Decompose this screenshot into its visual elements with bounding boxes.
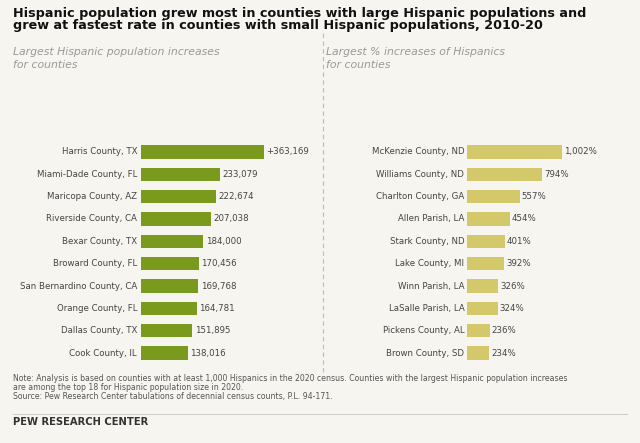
Text: Brown County, SD: Brown County, SD [387, 349, 465, 358]
Bar [141, 235, 204, 248]
Bar [141, 302, 196, 315]
Text: Winn Parish, LA: Winn Parish, LA [398, 282, 465, 291]
Text: Williams County, ND: Williams County, ND [376, 170, 465, 179]
Text: Orange County, FL: Orange County, FL [56, 304, 137, 313]
Bar [467, 302, 498, 315]
Text: 169,768: 169,768 [201, 282, 236, 291]
Text: 164,781: 164,781 [199, 304, 235, 313]
Text: Broward County, FL: Broward County, FL [53, 259, 137, 268]
Text: LaSalle Parish, LA: LaSalle Parish, LA [388, 304, 465, 313]
Bar [467, 257, 504, 270]
Text: Source: Pew Research Center tabulations of decennial census counts, P.L. 94-171.: Source: Pew Research Center tabulations … [13, 392, 333, 401]
Text: 401%: 401% [507, 237, 532, 246]
Text: 392%: 392% [506, 259, 531, 268]
Text: 184,000: 184,000 [205, 237, 241, 246]
Text: Charlton County, GA: Charlton County, GA [376, 192, 465, 201]
Bar [141, 145, 264, 159]
Bar [467, 212, 510, 225]
Bar [141, 280, 198, 293]
Text: 207,038: 207,038 [214, 214, 249, 223]
Text: Lake County, MI: Lake County, MI [396, 259, 465, 268]
Text: 170,456: 170,456 [201, 259, 237, 268]
Bar [141, 257, 198, 270]
Text: San Bernardino County, CA: San Bernardino County, CA [20, 282, 137, 291]
Text: Dallas County, TX: Dallas County, TX [61, 326, 137, 335]
Text: 326%: 326% [500, 282, 525, 291]
Bar [141, 346, 188, 360]
Text: Riverside County, CA: Riverside County, CA [46, 214, 137, 223]
Text: 233,079: 233,079 [222, 170, 258, 179]
Bar [141, 190, 216, 203]
Text: Bexar County, TX: Bexar County, TX [62, 237, 137, 246]
Text: Hispanic population grew most in counties with large Hispanic populations and: Hispanic population grew most in countie… [13, 7, 586, 19]
Bar [467, 324, 490, 338]
Text: Miami-Dade County, FL: Miami-Dade County, FL [36, 170, 137, 179]
Text: 236%: 236% [492, 326, 516, 335]
Text: 222,674: 222,674 [219, 192, 255, 201]
Text: Note: Analysis is based on counties with at least 1,000 Hispanics in the 2020 ce: Note: Analysis is based on counties with… [13, 374, 567, 383]
Text: 234%: 234% [492, 349, 516, 358]
Text: Pickens County, AL: Pickens County, AL [383, 326, 465, 335]
Text: 454%: 454% [512, 214, 537, 223]
Bar [467, 235, 505, 248]
Text: 151,895: 151,895 [195, 326, 230, 335]
Bar [141, 212, 211, 225]
Text: are among the top 18 for Hispanic population size in 2020.: are among the top 18 for Hispanic popula… [13, 383, 243, 392]
Text: Harris County, TX: Harris County, TX [61, 148, 137, 156]
Text: 794%: 794% [544, 170, 569, 179]
Text: 138,016: 138,016 [190, 349, 226, 358]
Bar [141, 324, 193, 338]
Text: Cook County, IL: Cook County, IL [70, 349, 137, 358]
Bar [467, 280, 498, 293]
Text: +363,169: +363,169 [266, 148, 309, 156]
Text: McKenzie County, ND: McKenzie County, ND [372, 148, 465, 156]
Text: Allen Parish, LA: Allen Parish, LA [398, 214, 465, 223]
Text: 324%: 324% [500, 304, 525, 313]
Text: Stark County, ND: Stark County, ND [390, 237, 465, 246]
Text: Maricopa County, AZ: Maricopa County, AZ [47, 192, 137, 201]
Bar [141, 167, 220, 181]
Bar [467, 167, 542, 181]
Text: Largest Hispanic population increases
for counties: Largest Hispanic population increases fo… [13, 47, 220, 70]
Text: grew at fastest rate in counties with small Hispanic populations, 2010-20: grew at fastest rate in counties with sm… [13, 19, 543, 31]
Text: PEW RESEARCH CENTER: PEW RESEARCH CENTER [13, 417, 148, 427]
Bar [467, 145, 562, 159]
Bar [467, 346, 490, 360]
Text: 1,002%: 1,002% [564, 148, 596, 156]
Text: Largest % increases of Hispanics
for counties: Largest % increases of Hispanics for cou… [326, 47, 506, 70]
Text: 557%: 557% [522, 192, 547, 201]
Bar [467, 190, 520, 203]
